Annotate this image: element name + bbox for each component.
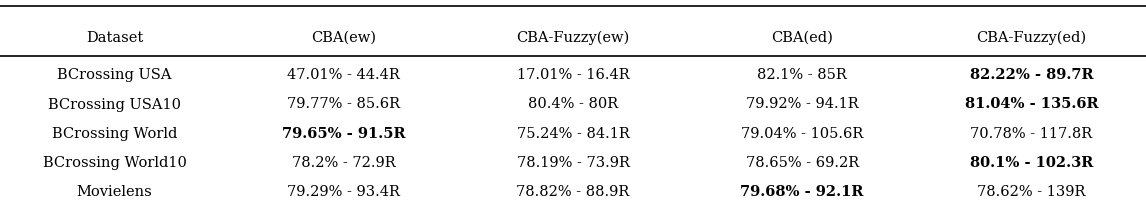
Text: BCrossing USA: BCrossing USA xyxy=(57,68,172,82)
Text: 79.92% - 94.1R: 79.92% - 94.1R xyxy=(746,98,858,111)
Text: 78.62% - 139R: 78.62% - 139R xyxy=(978,185,1085,199)
Text: 75.24% - 84.1R: 75.24% - 84.1R xyxy=(517,127,629,141)
Text: 17.01% - 16.4R: 17.01% - 16.4R xyxy=(517,68,629,82)
Text: 78.82% - 88.9R: 78.82% - 88.9R xyxy=(517,185,629,199)
Text: 78.19% - 73.9R: 78.19% - 73.9R xyxy=(517,156,629,170)
Text: 82.1% - 85R: 82.1% - 85R xyxy=(758,68,847,82)
Text: BCrossing USA10: BCrossing USA10 xyxy=(48,98,181,111)
Text: 80.4% - 80R: 80.4% - 80R xyxy=(528,98,618,111)
Text: CBA-Fuzzy(ew): CBA-Fuzzy(ew) xyxy=(517,31,629,45)
Text: 79.77% - 85.6R: 79.77% - 85.6R xyxy=(288,98,400,111)
Text: 70.78% - 117.8R: 70.78% - 117.8R xyxy=(971,127,1092,141)
Text: 79.68% - 92.1R: 79.68% - 92.1R xyxy=(740,185,864,199)
Text: BCrossing World: BCrossing World xyxy=(52,127,178,141)
Text: Dataset: Dataset xyxy=(86,31,143,45)
Text: 79.65% - 91.5R: 79.65% - 91.5R xyxy=(282,127,406,141)
Text: 80.1% - 102.3R: 80.1% - 102.3R xyxy=(970,156,1093,170)
Text: Movielens: Movielens xyxy=(77,185,152,199)
Text: 79.04% - 105.6R: 79.04% - 105.6R xyxy=(741,127,863,141)
Text: 82.22% - 89.7R: 82.22% - 89.7R xyxy=(970,68,1093,82)
Text: BCrossing World10: BCrossing World10 xyxy=(42,156,187,170)
Text: CBA-Fuzzy(ed): CBA-Fuzzy(ed) xyxy=(976,31,1086,45)
Text: 47.01% - 44.4R: 47.01% - 44.4R xyxy=(288,68,400,82)
Text: 81.04% - 135.6R: 81.04% - 135.6R xyxy=(965,98,1098,111)
Text: 79.29% - 93.4R: 79.29% - 93.4R xyxy=(288,185,400,199)
Text: 78.2% - 72.9R: 78.2% - 72.9R xyxy=(292,156,395,170)
Text: CBA(ed): CBA(ed) xyxy=(771,31,833,45)
Text: CBA(ew): CBA(ew) xyxy=(312,31,376,45)
Text: 78.65% - 69.2R: 78.65% - 69.2R xyxy=(746,156,858,170)
